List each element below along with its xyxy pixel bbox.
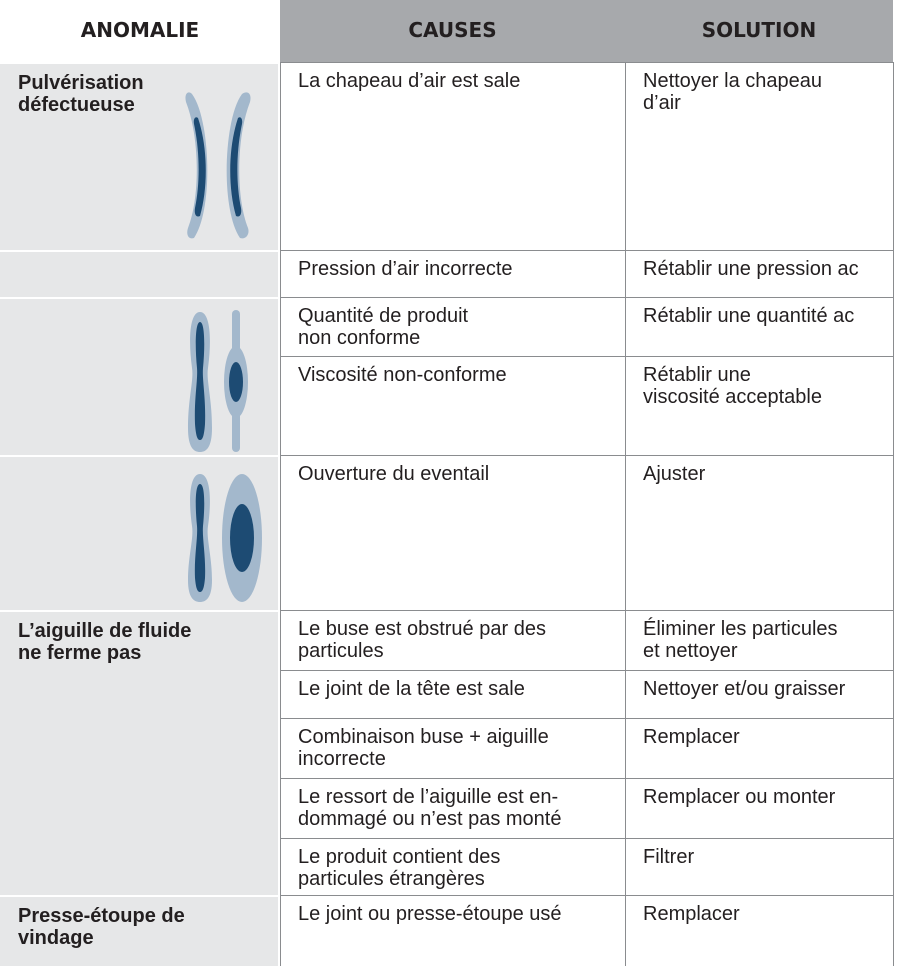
row-border: [280, 455, 893, 456]
cause-cell: Le joint ou presse-étoupe usé: [298, 903, 562, 925]
row-border: [280, 670, 893, 671]
cause-cell: Le produit contient des particules étran…: [298, 846, 501, 890]
spray-icon-peanut-rod: [188, 310, 248, 452]
solution-cell: Remplacer: [643, 903, 740, 925]
cause-cell: Le ressort de l’aiguille est en- dommagé…: [298, 786, 562, 830]
header-cell: CAUSES: [280, 0, 625, 62]
row-border: [280, 895, 893, 896]
row-border: [280, 778, 893, 779]
solution-cell: Rétablir une viscosité acceptable: [643, 364, 822, 408]
row-border: [280, 610, 893, 611]
cause-cell: Viscosité non-conforme: [298, 364, 507, 386]
header-border: [280, 62, 893, 63]
row-border: [280, 250, 893, 251]
anomaly-cell: Presse-étoupe de vindage: [0, 897, 278, 966]
anomaly-cell: [0, 252, 278, 297]
column-border: [280, 62, 281, 966]
row-border: [280, 356, 893, 357]
cause-cell: Le buse est obstrué par des particules: [298, 618, 546, 662]
spray-icon-peanut-oval: [188, 474, 262, 602]
spray-icon-crescent: [185, 92, 251, 239]
solution-cell: Éliminer les particules et nettoyer: [643, 618, 838, 662]
cause-cell: Quantité de produit non conforme: [298, 305, 469, 349]
cause-cell: Pression d’air incorrecte: [298, 258, 513, 280]
cause-cell: Combinaison buse + aiguille incorrecte: [298, 726, 549, 770]
header-cell: ANOMALIE: [0, 0, 280, 62]
column-border: [893, 62, 894, 966]
solution-cell: Remplacer: [643, 726, 740, 748]
solution-cell: Nettoyer et/ou graisser: [643, 678, 846, 700]
cause-cell: Ouverture du eventail: [298, 463, 490, 485]
row-border: [280, 838, 893, 839]
row-border: [280, 718, 893, 719]
cause-cell: La chapeau d’air est sale: [298, 70, 521, 92]
solution-cell: Rétablir une pression ac: [643, 258, 859, 280]
column-border: [625, 62, 626, 966]
solution-cell: Ajuster: [643, 463, 706, 485]
solution-cell: Nettoyer la chapeau d’air: [643, 70, 823, 114]
solution-cell: Rétablir une quantité ac: [643, 305, 855, 327]
anomaly-cell: L’aiguille de fluide ne ferme pas: [0, 612, 278, 895]
solution-cell: Remplacer ou monter: [643, 786, 836, 808]
row-border: [280, 297, 893, 298]
solution-cell: Filtrer: [643, 846, 695, 868]
cause-cell: Le joint de la tête est sale: [298, 678, 525, 700]
header-cell: SOLUTION: [625, 0, 893, 62]
